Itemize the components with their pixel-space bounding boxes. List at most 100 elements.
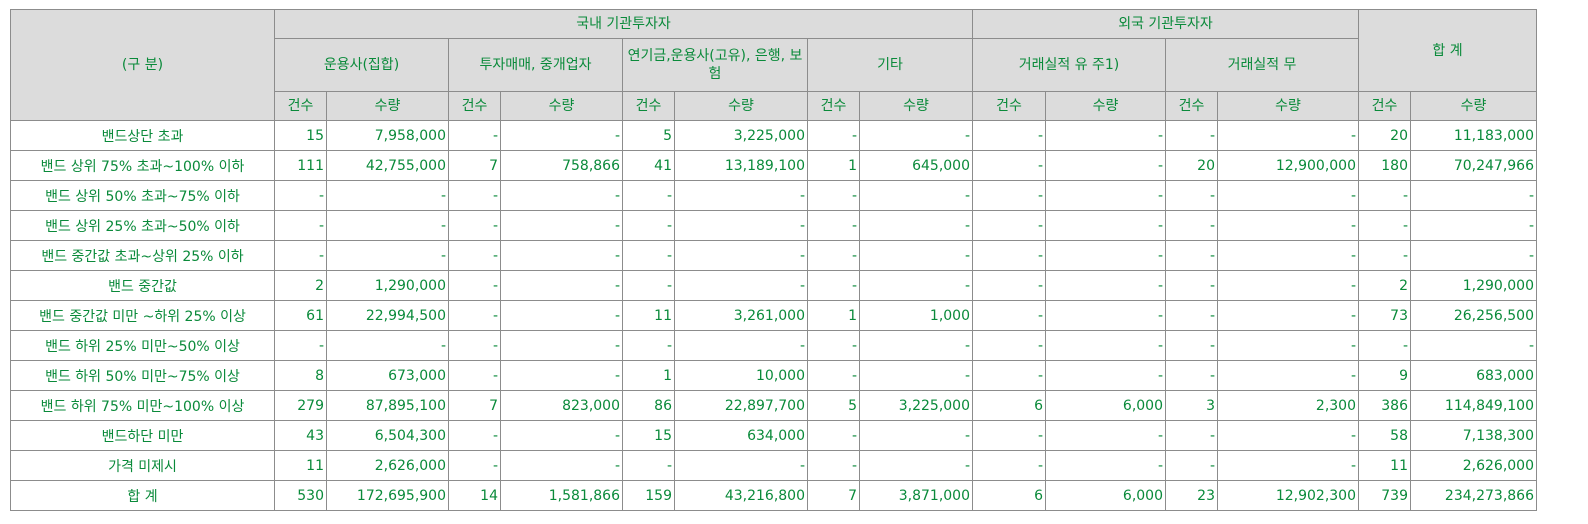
count-cell: 180 [1358,150,1411,181]
qty-header: 수량 [326,91,449,121]
table-row: 밴드하단 미만 43 6,504,300- -15 634,000- - - - - -58 7,1… [10,420,1537,451]
count-cell: 2 [274,270,327,301]
quantity-cell: - [674,180,808,211]
group-header-foreign-with-record: 거래실적 유 주1) [972,38,1166,92]
count-cell: - [972,330,1046,361]
count-cell: - [1165,420,1218,451]
row-label: 밴드 상위 75% 초과~100% 이하 [10,150,275,181]
quantity-cell: 3,871,000 [859,480,973,511]
count-cell: - [972,210,1046,241]
count-cell: - [807,330,860,361]
row-label: 밴드 하위 75% 미만~100% 이상 [10,390,275,421]
group-header-brokers: 투자매매, 중개업자 [448,38,623,92]
count-cell: - [972,150,1046,181]
count-cell: - [807,360,860,391]
quantity-cell: 11,183,000 [1410,120,1537,151]
count-cell: - [807,420,860,451]
quantity-cell: 1,581,866 [500,480,623,511]
quantity-cell: 1,000 [859,300,973,331]
count-cell: 530 [274,480,327,511]
row-label: 밴드 하위 25% 미만~50% 이상 [10,330,275,361]
count-cell: - [448,210,501,241]
count-cell: 15 [274,120,327,151]
quantity-cell: - [1045,150,1166,181]
quantity-cell: 6,504,300 [326,420,449,451]
quantity-cell: - [859,360,973,391]
count-cell: - [448,330,501,361]
count-cell: 43 [274,420,327,451]
count-cell: 9 [1358,360,1411,391]
count-cell: 11 [1358,450,1411,481]
quantity-cell: - [859,210,973,241]
count-cell: 11 [622,300,675,331]
count-cell: 279 [274,390,327,421]
count-cell: - [807,120,860,151]
qty-header: 수량 [1045,91,1166,121]
quantity-cell: - [1410,330,1537,361]
count-cell: 20 [1358,120,1411,151]
quantity-cell: - [1045,300,1166,331]
count-cell: 7 [807,480,860,511]
count-cell: 3 [1165,390,1218,421]
count-cell: - [622,210,675,241]
count-cell: - [807,450,860,481]
count-cell: - [972,420,1046,451]
quantity-cell: 43,216,800 [674,480,808,511]
count-cell: - [972,450,1046,481]
quantity-cell: - [1045,330,1166,361]
quantity-cell: 758,866 [500,150,623,181]
count-cell: 14 [448,480,501,511]
quantity-cell: 7,958,000 [326,120,449,151]
count-cell: 15 [622,420,675,451]
quantity-cell: - [674,210,808,241]
count-cell: - [1165,120,1218,151]
qty-header: 수량 [500,91,623,121]
table-row: 합 계 530 172,695,900 14 1,581,866 159 43,216,80… [10,480,1537,511]
quantity-cell: - [1217,330,1359,361]
count-cell: 5 [807,390,860,421]
quantity-cell: - [326,330,449,361]
quantity-cell: - [1045,120,1166,151]
quantity-cell: - [1045,360,1166,391]
count-cell: - [1358,180,1411,211]
group-header-pension-banks: 연기금,운용사(고유), 은행, 보험 [622,38,808,92]
quantity-cell: - [859,270,973,301]
count-cell: 386 [1358,390,1411,421]
row-label: 밴드 중간값 초과~상위 25% 이하 [10,240,275,271]
group-header-foreign-no-record: 거래실적 무 [1165,38,1359,92]
qty-header: 수량 [1217,91,1359,121]
quantity-cell: 172,695,900 [326,480,449,511]
quantity-cell: - [1217,300,1359,331]
table-row: 밴드 하위 25% 미만~50% 이상 - - - - - - - - - - - - - - [10,330,1537,361]
quantity-cell: 673,000 [326,360,449,391]
quantity-cell: - [1217,450,1359,481]
count-header: 건수 [807,91,860,121]
quantity-cell: - [674,270,808,301]
table-row: 밴드 상위 75% 초과~100% 이하 111 42,755,000 7 758,86… [10,150,1537,181]
demand-forecast-table: (구 분) 국내 기관투자자 외국 기관투자자 합 계 운용사(집합) 투자매매… [10,9,1537,511]
quantity-cell: - [1045,210,1166,241]
group-header-others: 기타 [807,38,973,92]
quantity-cell: - [674,330,808,361]
quantity-cell: 12,902,300 [1217,480,1359,511]
count-header: 건수 [274,91,327,121]
quantity-cell: 10,000 [674,360,808,391]
quantity-cell: 87,895,100 [326,390,449,421]
count-cell: - [622,180,675,211]
count-cell: 58 [1358,420,1411,451]
quantity-cell: - [1217,210,1359,241]
quantity-cell: 70,247,966 [1410,150,1537,181]
count-cell: 1 [807,300,860,331]
count-cell: - [1165,360,1218,391]
table-row: 밴드 중간값 초과~상위 25% 이하 - - - - - - - - - - - - - - [10,240,1537,271]
count-cell: - [448,300,501,331]
count-cell: - [448,420,501,451]
count-cell: 2 [1358,270,1411,301]
quantity-cell: - [1217,180,1359,211]
count-header: 건수 [1165,91,1218,121]
quantity-cell: 823,000 [500,390,623,421]
row-label: 밴드 상위 50% 초과~75% 이하 [10,180,275,211]
quantity-cell: - [1217,240,1359,271]
quantity-cell: - [674,450,808,481]
count-cell: - [972,120,1046,151]
